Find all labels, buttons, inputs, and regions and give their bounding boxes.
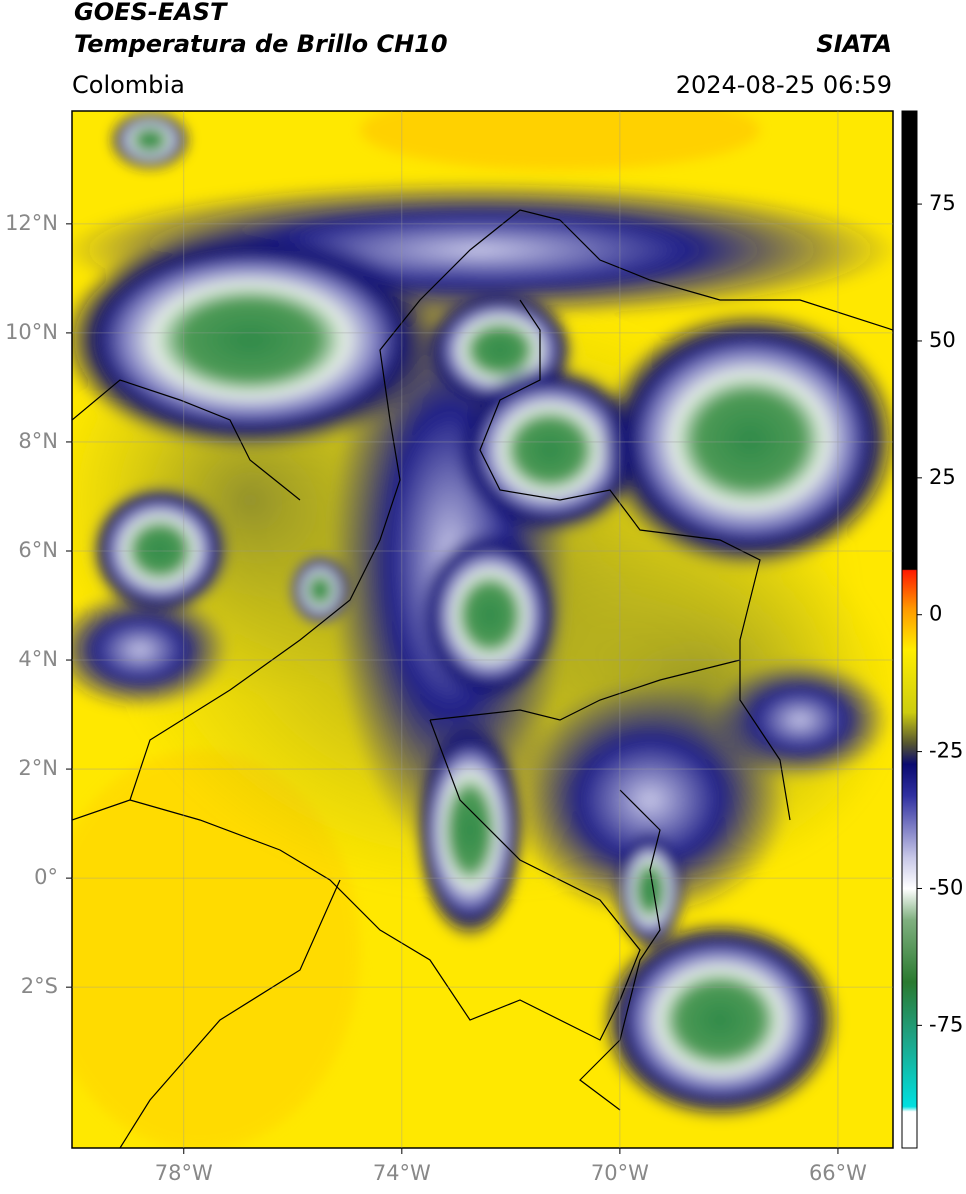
lat-tick-label: 2°S [21,974,58,998]
colorbar [901,110,918,1149]
lat-tick-label: 8°N [18,429,58,453]
colorbar-tick-label: 50 [929,328,956,352]
colorbar-tick-label: 25 [929,465,956,489]
colorbar-tick-label: -50 [929,875,963,899]
lat-tick-label: 12°N [5,211,58,235]
lat-tick-label: 0° [34,865,58,889]
lon-tick-label: 66°W [809,1161,867,1185]
colorbar-tick-label: 0 [929,602,942,626]
satellite-image [72,111,893,1148]
lat-tick-label: 6°N [18,538,58,562]
datetime: 2024-08-25 06:59 [676,71,892,99]
source: SIATA [816,30,892,58]
region: Colombia [72,71,185,99]
borders [72,209,893,1148]
lon-tick-label: 74°W [373,1161,431,1185]
colorbar-tick-label: -75 [929,1012,963,1036]
colorbar-tick-label: -25 [929,739,963,763]
lat-tick-label: 10°N [5,320,58,344]
lon-tick-label: 78°W [155,1161,213,1185]
subtitle: Temperatura de Brillo CH10 [74,30,448,58]
colorbar-tick-label: 75 [929,191,956,215]
lat-tick-label: 4°N [18,647,58,671]
lon-tick-label: 70°W [591,1161,649,1185]
map-frame [71,110,894,1149]
title: GOES-EAST [74,0,228,26]
lat-tick-label: 2°N [18,756,58,780]
